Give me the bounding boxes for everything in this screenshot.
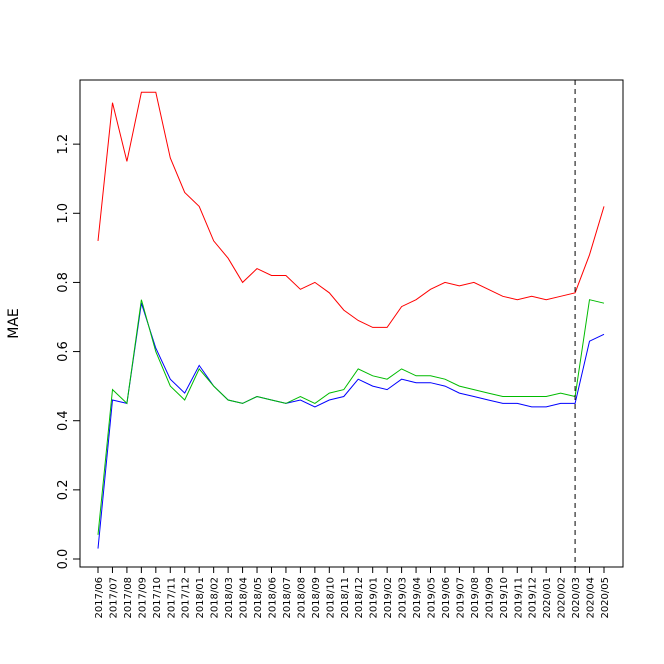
y-tick-label: 0.0 bbox=[56, 549, 71, 570]
y-axis-title: MAE bbox=[6, 308, 22, 339]
x-tick-label: 2019/10 bbox=[499, 577, 510, 619]
x-tick-label: 2017/11 bbox=[166, 577, 177, 619]
y-tick-label: 0.2 bbox=[56, 480, 71, 501]
x-tick-label: 2018/01 bbox=[195, 577, 206, 619]
series-line-3 bbox=[97, 299, 605, 535]
x-tick-label: 2017/06 bbox=[94, 577, 105, 619]
x-tick-label: 2019/11 bbox=[513, 577, 524, 619]
y-tick-label: 0.8 bbox=[56, 272, 71, 293]
x-tick-label: 2018/04 bbox=[239, 577, 250, 619]
x-tick-label: 2019/01 bbox=[369, 577, 380, 619]
x-tick-label: 2018/12 bbox=[354, 577, 365, 619]
y-tick-label: 1.2 bbox=[56, 134, 71, 155]
x-tick-label: 2019/07 bbox=[455, 577, 466, 619]
x-tick-label: 2019/12 bbox=[528, 577, 539, 619]
x-tick-label: 2019/08 bbox=[470, 577, 481, 619]
x-tick-label: 2018/08 bbox=[296, 577, 307, 619]
series-lines bbox=[97, 91, 605, 549]
series-line-1 bbox=[97, 91, 605, 328]
x-tick-label: 2017/12 bbox=[181, 577, 192, 619]
x-tick-label: 2019/09 bbox=[484, 577, 495, 619]
x-tick-label: 2018/11 bbox=[340, 577, 351, 619]
x-tick-label: 2019/06 bbox=[441, 577, 452, 619]
x-tick-label: 2018/02 bbox=[210, 577, 221, 619]
x-tick-label: 2019/02 bbox=[383, 577, 394, 619]
y-tick-label: 0.4 bbox=[56, 410, 71, 431]
y-axis: 0.0 0.2 0.4 0.6 0.8 1.0 1.2 bbox=[56, 134, 81, 570]
x-axis: 2017/06 2017/07 2017/08 2017/09 2017/10 2017/… bbox=[94, 566, 611, 619]
x-tick-label: 2018/05 bbox=[253, 577, 264, 619]
x-tick-label: 2018/07 bbox=[282, 577, 293, 619]
x-tick-label: 2018/06 bbox=[267, 577, 278, 619]
x-tick-label: 2019/05 bbox=[427, 577, 438, 619]
x-tick-label: 2020/03 bbox=[571, 577, 582, 619]
x-tick-label: 2018/10 bbox=[325, 577, 336, 619]
x-tick-label: 2019/04 bbox=[412, 577, 423, 619]
x-tick-label: 2017/08 bbox=[123, 577, 134, 619]
x-tick-label: 2017/09 bbox=[137, 577, 148, 619]
plot-frame bbox=[79, 79, 624, 568]
x-tick-label: 2018/03 bbox=[224, 577, 235, 619]
x-tick-label: 2018/09 bbox=[311, 577, 322, 619]
x-tick-label: 2019/03 bbox=[398, 577, 409, 619]
x-tick-label: 2020/02 bbox=[557, 577, 568, 619]
y-tick-label: 1.0 bbox=[56, 203, 71, 224]
y-tick-label: 0.6 bbox=[56, 341, 71, 362]
x-tick-label: 2020/05 bbox=[600, 577, 611, 619]
x-tick-label: 2020/01 bbox=[542, 577, 553, 619]
x-tick-label: 2020/04 bbox=[586, 577, 597, 619]
x-tick-label: 2017/10 bbox=[152, 577, 163, 619]
series-line-2 bbox=[97, 303, 605, 549]
x-tick-label: 2017/07 bbox=[108, 577, 119, 619]
